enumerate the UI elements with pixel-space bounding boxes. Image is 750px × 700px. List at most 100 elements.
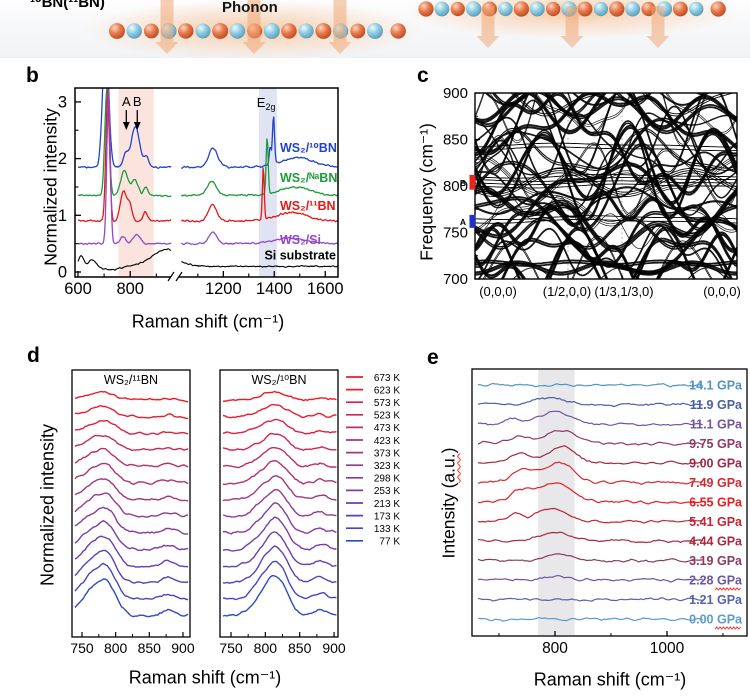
x-path-label: (0,0,0): [703, 284, 741, 299]
pressure-trace: [477, 597, 703, 602]
raman-trace: [180, 138, 338, 197]
temperature-trace: [74, 549, 189, 584]
phonon-arrow: [155, 0, 179, 54]
plot-frame: [74, 87, 339, 278]
panel-c-letter: c: [417, 64, 429, 87]
raman-trace: [78, 89, 172, 245]
subpanel-title: WS₂/¹¹BN: [104, 373, 158, 387]
pressure-label: 9.75 GPa: [689, 437, 743, 451]
phonon-band: [484, 93, 706, 106]
spellcheck-squiggle: [714, 587, 741, 591]
legend-label: 173 K: [374, 511, 400, 522]
boron-atom: [315, 22, 332, 40]
axis-break-slash: [167, 271, 175, 282]
phonon-band-flat: [475, 218, 737, 224]
raman-trace: [77, 88, 172, 198]
temperature-trace: [222, 560, 337, 601]
boron-atom: [577, 1, 593, 17]
pressure-label: 5.41 GPa: [689, 515, 743, 529]
y-tick-label: 800: [443, 178, 468, 195]
legend-label: 673 K: [374, 373, 400, 384]
phonon-band-flat: [475, 180, 737, 186]
x-tick-label: 1200: [205, 280, 242, 298]
phonon-arrow: [328, 0, 352, 54]
raman-trace: [77, 248, 172, 271]
pressure-trace: [477, 430, 704, 446]
phonon-band: [475, 233, 737, 279]
phonon-band: [475, 93, 737, 173]
phonon-band: [475, 190, 737, 251]
legend-label: 573 K: [374, 398, 400, 409]
temperature-trace: [74, 578, 189, 618]
temperature-trace: [222, 460, 337, 486]
temperature-trace: [222, 418, 337, 435]
pressure-trace: [477, 397, 703, 408]
boron-atom: [177, 23, 194, 39]
boron-atom: [609, 1, 625, 17]
phonon-arrow: [646, 6, 670, 48]
phonon-band: [489, 93, 707, 145]
legend-label: 253 K: [374, 486, 400, 497]
panel-b-y-axis-label: Normalized intensity: [40, 108, 61, 266]
temperature-trace: [222, 432, 337, 451]
series-label: WS₂/¹¹BN: [280, 199, 336, 213]
panel-d-letter: d: [27, 344, 40, 367]
y-tick-label: 0: [58, 264, 67, 282]
nitrogen-atom: [465, 1, 482, 17]
pressure-trace: [477, 445, 703, 465]
mode-marker: [469, 214, 476, 228]
boron-atom: [450, 1, 466, 17]
phonon-band: [510, 93, 733, 117]
plot-frame: [71, 369, 191, 638]
x-tick-label: 1400: [256, 280, 293, 298]
mode-marker: [469, 174, 476, 190]
raman-trace: [181, 261, 338, 268]
axis-break-gap: [171, 274, 179, 280]
legend-label: 77 K: [379, 537, 400, 548]
mode-marker-label: A: [460, 217, 466, 227]
x-tick-label: 600: [64, 280, 92, 298]
phonon-arrow: [476, 6, 500, 48]
series-label: WS₂/Si: [280, 233, 321, 247]
temperature-trace: [74, 562, 189, 601]
legend-label: 213 K: [374, 499, 400, 510]
raman-trace: [181, 116, 338, 170]
phonon-band-flat: [475, 142, 737, 148]
pressure-trace: [477, 382, 704, 388]
pressure-label: 11.1 GPa: [690, 418, 743, 432]
legend-label: 323 K: [374, 461, 400, 472]
temperature-trace: [74, 520, 189, 552]
legend-label: 523 K: [374, 411, 400, 422]
temperature-trace: [74, 478, 189, 502]
phonon-band: [475, 139, 737, 216]
boron-atom: [418, 1, 434, 17]
phonon-band-flat: [475, 183, 737, 189]
boron-atom: [513, 1, 530, 17]
phonon-band-flat: [475, 215, 737, 221]
axis-break-slash: [175, 271, 183, 282]
highlight-band: [538, 370, 575, 635]
phonon-band: [475, 130, 737, 171]
x-path-label: (1/2,0,0): [543, 284, 591, 299]
pressure-label: 11.9 GPa: [690, 398, 743, 412]
x-path-label: (1/3,1/3,0): [594, 284, 653, 299]
boron-atom: [710, 1, 727, 17]
nitrogen-atom: [625, 1, 641, 17]
temperature-trace: [222, 516, 337, 552]
panel-c-y-axis-label: Frequency (cm⁻¹): [416, 123, 437, 261]
phonon-band: [475, 93, 737, 175]
phonon-chain-graphic: [81, 0, 740, 58]
pressure-trace: [477, 617, 704, 622]
nitrogen-atom: [689, 1, 704, 17]
panel-e-y-axis-label: Intensity (a.u.): [438, 447, 459, 559]
legend-label: 298 K: [374, 474, 400, 485]
pressure-trace: [477, 461, 704, 485]
legend-label: 373 K: [374, 448, 400, 459]
panel-c-dispersion-chart: 700 750 800 850 900 (0,0,0) (1/2,0,0) (1/3,1/3,…: [443, 85, 741, 299]
x-tick-label: 900: [171, 640, 195, 656]
phonon-band: [475, 228, 737, 279]
x-path-label: (0,0,0): [479, 284, 517, 299]
boron-atom: [143, 23, 160, 39]
temperature-trace: [222, 447, 337, 469]
nitrogen-atom: [593, 1, 609, 17]
